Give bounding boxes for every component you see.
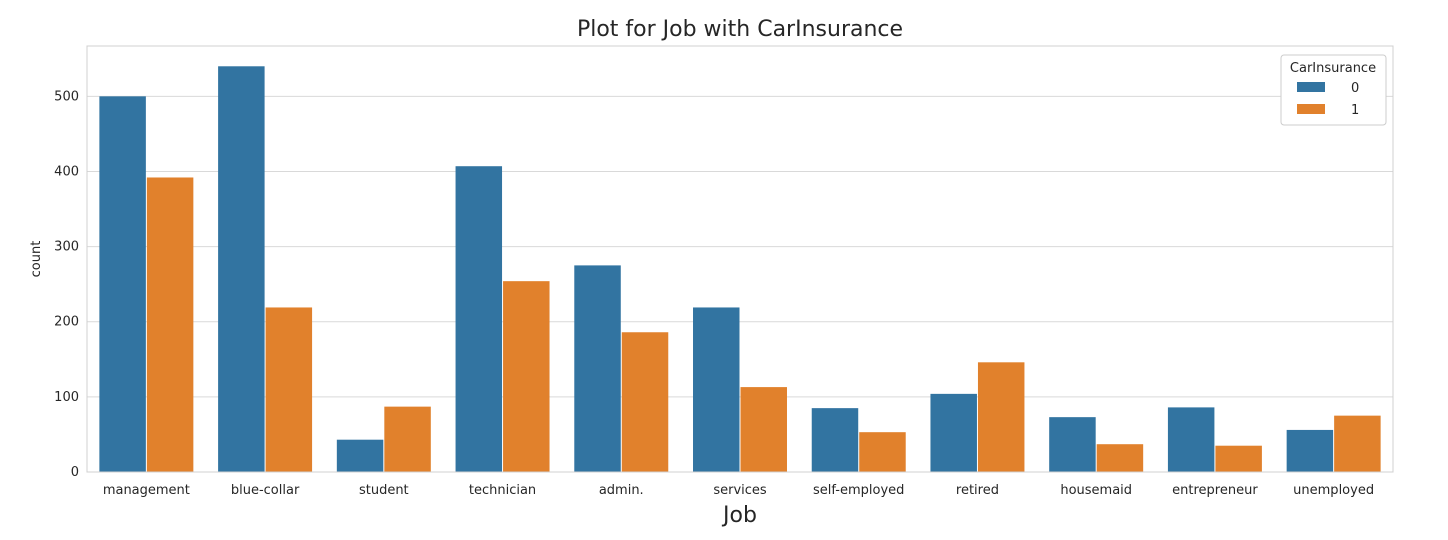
y-axis-label: count (29, 241, 44, 278)
bar-student-carinsurance-1 (384, 406, 431, 472)
bar-unemployed-carinsurance-1 (1334, 415, 1381, 472)
y-tick-label: 500 (54, 89, 79, 104)
bar-technician-carinsurance-0 (455, 166, 503, 472)
bar-admin.-carinsurance-0 (574, 265, 621, 472)
y-tick-label: 100 (54, 390, 79, 405)
x-tick-label: entrepreneur (1172, 483, 1258, 498)
bar-housemaid-carinsurance-0 (1049, 417, 1096, 472)
legend-items: 01 (1297, 81, 1359, 118)
legend-swatch-0 (1297, 82, 1325, 92)
legend-title: CarInsurance (1290, 61, 1376, 76)
bar-student-carinsurance-0 (336, 439, 384, 472)
y-tick-label: 300 (54, 240, 79, 255)
legend: CarInsurance 01 (1280, 54, 1387, 126)
y-tick-label: 0 (71, 465, 79, 480)
y-axis-ticks: 0 100 200 300 400 500 (54, 89, 79, 480)
bar-management-carinsurance-1 (146, 177, 194, 472)
x-tick-label: retired (956, 483, 999, 498)
legend-label-1: 1 (1351, 103, 1359, 118)
bar-self-employed-carinsurance-1 (859, 432, 906, 472)
bar-entrepreneur-carinsurance-1 (1215, 445, 1262, 472)
bar-housemaid-carinsurance-1 (1096, 444, 1144, 472)
bar-technician-carinsurance-1 (503, 281, 550, 472)
bar-blue-collar-carinsurance-1 (265, 307, 313, 472)
x-tick-label: management (103, 483, 190, 498)
x-axis-ticks: management blue-collar student technician ad… (103, 483, 1374, 498)
plot-frame (86, 45, 1394, 473)
x-tick-label: housemaid (1060, 483, 1132, 498)
bar-retired-carinsurance-1 (977, 362, 1025, 472)
bar-services-carinsurance-1 (740, 387, 787, 472)
x-tick-label: blue-collar (231, 483, 300, 498)
x-tick-label: unemployed (1293, 483, 1374, 498)
bar-unemployed-carinsurance-0 (1286, 429, 1334, 472)
chart-title: Plot for Job with CarInsurance (577, 17, 903, 42)
bar-services-carinsurance-0 (693, 307, 740, 472)
x-tick-label: technician (469, 483, 536, 498)
y-tick-label: 400 (54, 164, 79, 179)
bar-blue-collar-carinsurance-0 (218, 66, 265, 473)
legend-label-0: 0 (1351, 81, 1359, 96)
bar-management-carinsurance-0 (99, 96, 146, 472)
bar-self-employed-carinsurance-0 (811, 408, 859, 472)
bar-entrepreneur-carinsurance-0 (1167, 407, 1215, 472)
bar-retired-carinsurance-0 (930, 393, 977, 472)
x-axis-label: Job (721, 503, 757, 528)
bar-admin.-carinsurance-1 (621, 332, 669, 472)
y-tick-label: 200 (54, 315, 79, 330)
legend-swatch-1 (1297, 104, 1325, 114)
x-tick-label: services (713, 483, 767, 498)
x-tick-label: self-employed (813, 483, 904, 498)
bars (99, 66, 1381, 473)
x-tick-label: admin. (599, 483, 644, 498)
x-tick-label: student (359, 483, 409, 498)
